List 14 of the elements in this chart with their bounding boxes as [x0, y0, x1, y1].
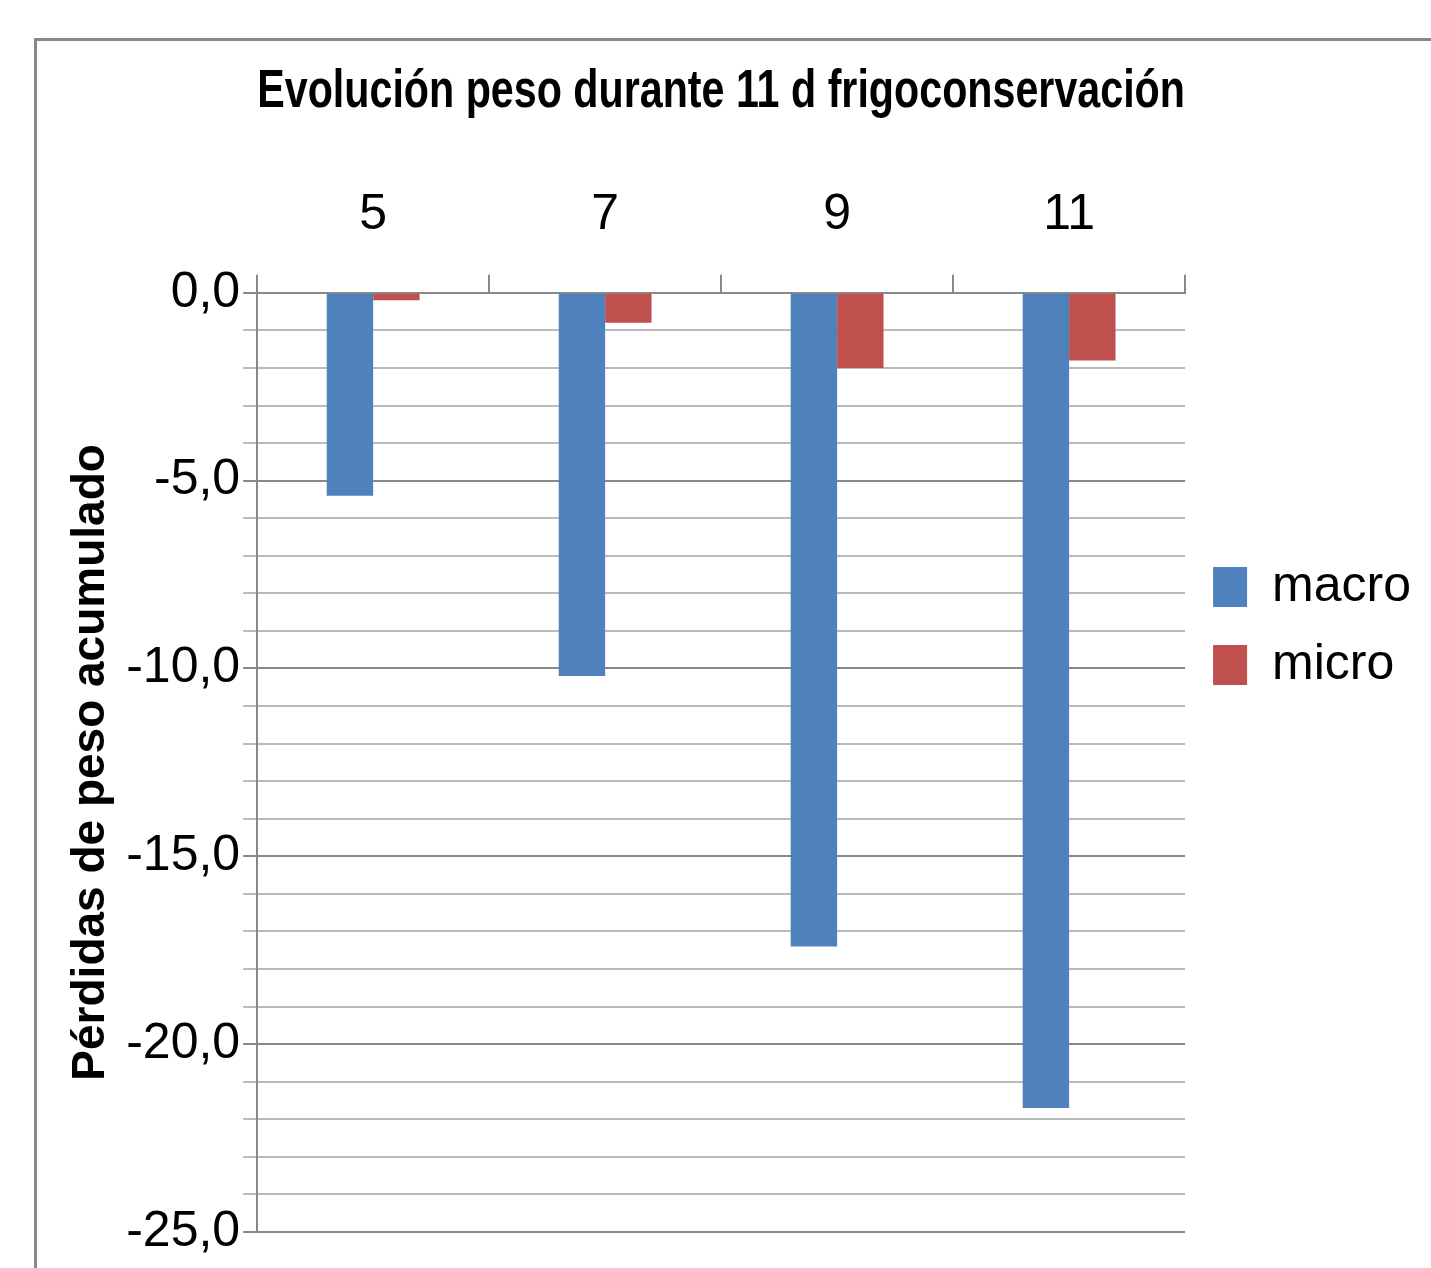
x-tick-label: 7: [591, 183, 620, 240]
x-tick-label: 9: [823, 183, 852, 240]
y-tick-label: -15,0: [126, 825, 241, 882]
legend-label: macro: [1272, 555, 1412, 612]
y-axis-title: Pérdidas de peso acumulado: [62, 444, 115, 1081]
y-tick-label: -10,0: [126, 637, 241, 694]
x-tick-label: 5: [359, 183, 388, 240]
legend-label: micro: [1272, 633, 1395, 690]
y-tick-label: -20,0: [126, 1012, 241, 1069]
y-tick-label: 0,0: [170, 261, 241, 318]
chart-title: Evolución peso durante 11 d frigoconservación: [257, 58, 1185, 119]
y-tick-label: -25,0: [126, 1200, 241, 1257]
x-tick-label: 11: [1043, 183, 1096, 240]
y-tick-label: -5,0: [153, 449, 241, 506]
